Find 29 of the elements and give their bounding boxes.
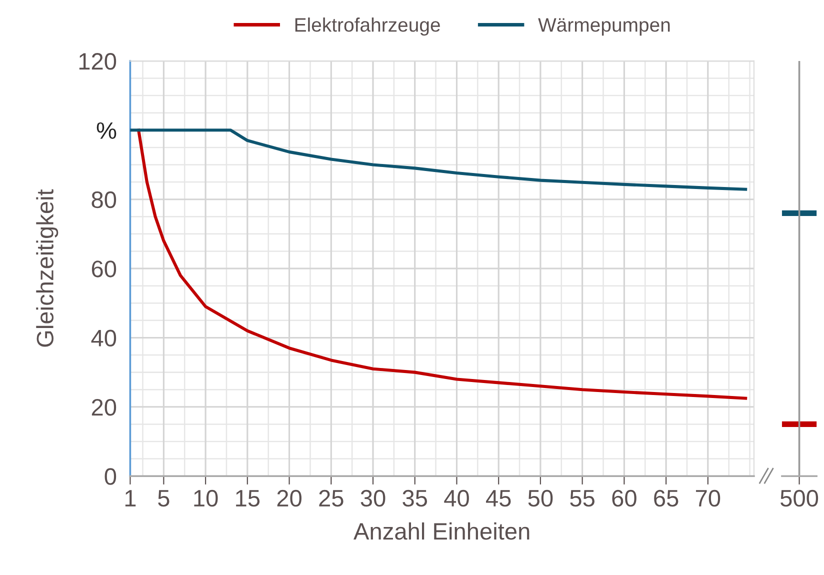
x-tick-label: 40 [444, 490, 469, 507]
y-tick-label: % [96, 122, 116, 139]
x-tick-label: 50 [528, 490, 553, 507]
x-tick-label: 60 [612, 490, 636, 507]
y-axis-title: Gleichzeitigkeit [36, 189, 58, 347]
x-tick-label: 20 [277, 490, 302, 507]
x-tick-label: 500 [780, 490, 818, 507]
x-tick-label: 1 [125, 490, 136, 506]
x-tick-label: 70 [696, 490, 720, 507]
x-tick-label: 5 [158, 490, 170, 507]
y-tick-label: 80 [92, 191, 116, 208]
x-axis-title: Anzahl Einheiten [354, 522, 530, 540]
x-tick-label: 45 [486, 490, 511, 507]
x-tick-label: 15 [236, 490, 260, 507]
legend-label: Wärmepumpen [538, 18, 670, 36]
x-tick-label: 30 [360, 490, 386, 507]
y-tick-label: 40 [91, 330, 116, 347]
x-tick-label: 65 [654, 490, 678, 507]
y-tick-label: 60 [92, 260, 116, 278]
y-tick-label: 120 [79, 53, 116, 70]
line-series [137, 128, 748, 400]
x-tick-label: 55 [570, 490, 594, 507]
y-tick-label: 0 [104, 468, 116, 485]
y-tick-label: 20 [92, 398, 116, 416]
x-tick-label: 35 [402, 490, 428, 507]
line-series [130, 128, 748, 191]
legend-label: Elektrofahrzeuge [295, 18, 440, 36]
x-tick-label: 10 [194, 490, 218, 507]
x-tick-label: 25 [319, 490, 344, 507]
